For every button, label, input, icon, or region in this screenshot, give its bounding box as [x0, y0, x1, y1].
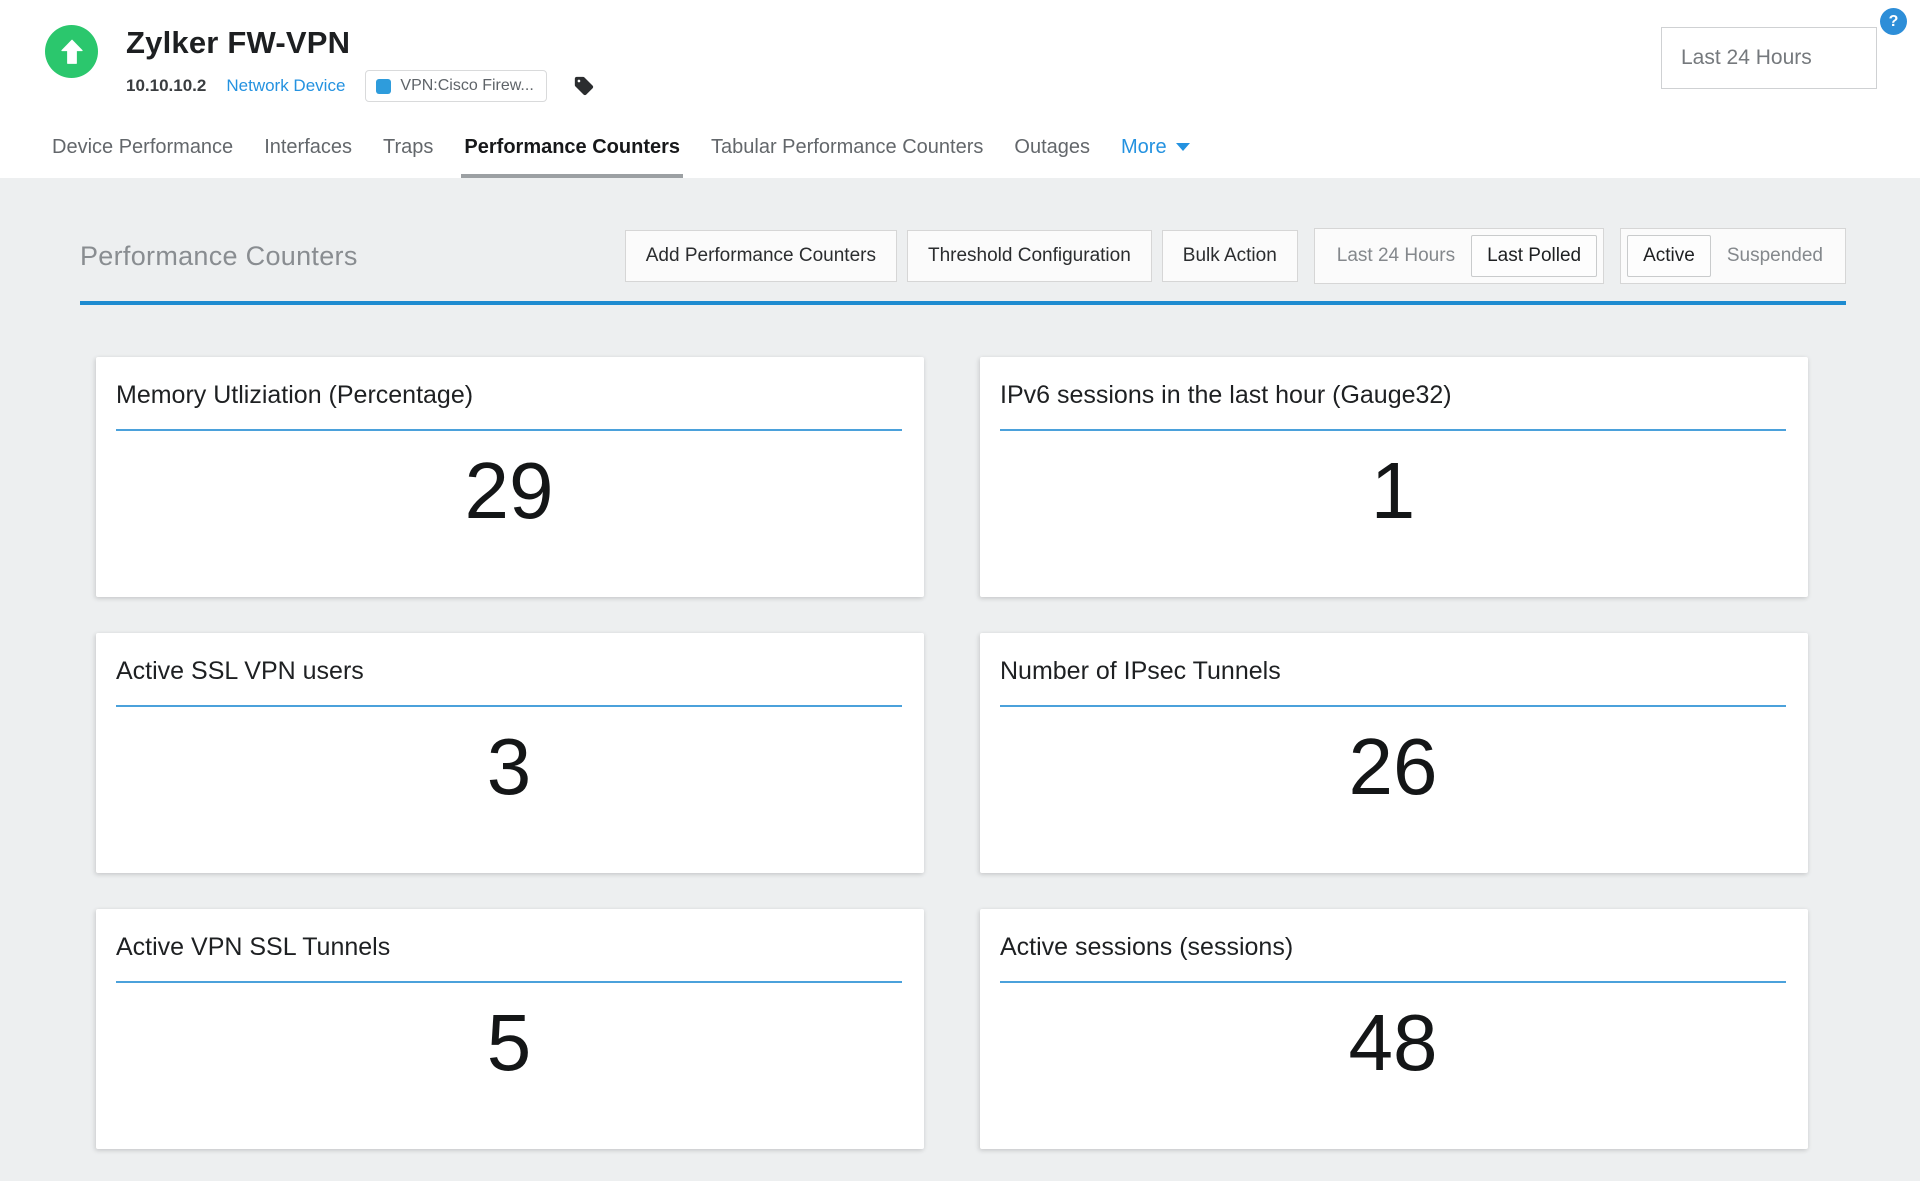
counter-value: 26: [1348, 722, 1438, 811]
toolbar-actions: Add Performance Counters Threshold Confi…: [624, 228, 1846, 284]
tab-tabular-performance-counters[interactable]: Tabular Performance Counters: [711, 136, 984, 158]
arrow-up-icon: [60, 39, 83, 64]
device-category-label: VPN:Cisco Firew...: [400, 77, 534, 94]
time-mode-toggle: Last 24 Hours Last Polled: [1313, 228, 1605, 284]
time-range-select[interactable]: Last 24 Hours: [1661, 27, 1877, 89]
toggle-last-polled[interactable]: Last Polled: [1471, 235, 1598, 277]
device-type-link[interactable]: Network Device: [226, 76, 346, 95]
counter-title: Active sessions (sessions): [1000, 933, 1294, 961]
counter-value: 48: [1348, 998, 1438, 1087]
title-underline: [116, 981, 902, 983]
device-summary: Zylker FW-VPN 10.10.10.2 Network Device …: [0, 0, 1920, 102]
device-ip: 10.10.10.2: [126, 76, 207, 95]
toggle-last-24-hours[interactable]: Last 24 Hours: [1336, 245, 1456, 266]
counter-value: 29: [464, 446, 554, 535]
device-header: ? Last 24 Hours Zylker FW-VPN 10.10.10.2…: [0, 0, 1920, 178]
counter-card-active-sessions: Active sessions (sessions) 48: [980, 909, 1808, 1149]
counter-card-ipsec-tunnels: Number of IPsec Tunnels 26: [980, 633, 1808, 873]
counters-grid: Memory Utliziation (Percentage) 29 IPv6 …: [96, 357, 1808, 1149]
threshold-configuration-button[interactable]: Threshold Configuration: [906, 230, 1152, 282]
toggle-suspended[interactable]: Suspended: [1726, 245, 1823, 266]
tab-more-label: More: [1121, 136, 1167, 158]
toggle-active[interactable]: Active: [1627, 235, 1711, 277]
title-underline: [1000, 429, 1786, 431]
device-meta: 10.10.10.2 Network Device VPN:Cisco Fire…: [126, 70, 595, 102]
device-category-chip[interactable]: VPN:Cisco Firew...: [365, 70, 547, 102]
device-info: Zylker FW-VPN 10.10.10.2 Network Device …: [126, 25, 595, 102]
help-icon[interactable]: ?: [1880, 8, 1907, 35]
counter-title: Active VPN SSL Tunnels: [116, 933, 391, 961]
counter-title: IPv6 sessions in the last hour (Gauge32): [1000, 381, 1452, 409]
counter-card-active-vpn-ssl-tunnels: Active VPN SSL Tunnels 5: [96, 909, 924, 1149]
counter-card-memory-utilization: Memory Utliziation (Percentage) 29: [96, 357, 924, 597]
counter-value: 1: [1370, 446, 1416, 535]
device-tabs: Device Performance Interfaces Traps Perf…: [49, 136, 1193, 178]
device-name: Zylker FW-VPN: [126, 25, 351, 60]
title-underline: [1000, 705, 1786, 707]
bulk-action-button[interactable]: Bulk Action: [1161, 230, 1298, 282]
counter-value: 3: [486, 722, 532, 811]
tab-interfaces[interactable]: Interfaces: [264, 136, 353, 158]
device-status-up-icon: [45, 25, 98, 78]
status-filter-toggle: Active Suspended: [1620, 228, 1846, 284]
tags-icon[interactable]: [573, 75, 595, 97]
section-divider: [80, 301, 1846, 305]
chevron-down-icon: [1175, 142, 1190, 151]
category-color-swatch-icon: [376, 78, 392, 94]
add-performance-counters-button[interactable]: Add Performance Counters: [624, 230, 897, 282]
counter-card-ipv6-sessions: IPv6 sessions in the last hour (Gauge32)…: [980, 357, 1808, 597]
toolbar: Performance Counters Add Performance Cou…: [80, 228, 1846, 284]
tab-outages[interactable]: Outages: [1014, 136, 1090, 158]
counter-card-active-ssl-vpn-users: Active SSL VPN users 3: [96, 633, 924, 873]
tab-more[interactable]: More: [1118, 136, 1193, 178]
title-underline: [116, 705, 902, 707]
counter-title: Active SSL VPN users: [116, 657, 364, 685]
counter-title: Memory Utliziation (Percentage): [116, 381, 474, 409]
counter-value: 5: [486, 998, 532, 1087]
tab-device-performance[interactable]: Device Performance: [52, 136, 234, 158]
counter-title: Number of IPsec Tunnels: [1000, 657, 1281, 685]
tab-performance-counters[interactable]: Performance Counters: [461, 136, 684, 178]
performance-counters-page: Performance Counters Add Performance Cou…: [0, 228, 1920, 1149]
title-underline: [1000, 981, 1786, 983]
tab-traps[interactable]: Traps: [383, 136, 434, 158]
page-title: Performance Counters: [80, 240, 358, 271]
title-underline: [116, 429, 902, 431]
